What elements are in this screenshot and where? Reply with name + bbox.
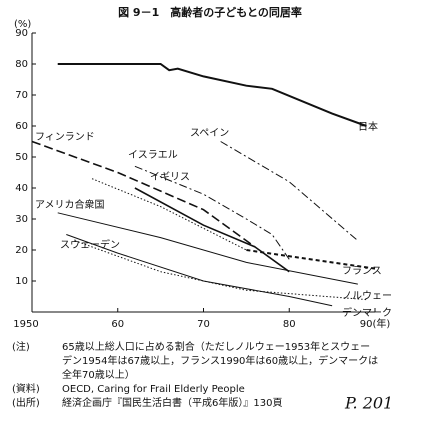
note-label: (出所) xyxy=(12,396,40,409)
x-tick-label: 70 xyxy=(197,319,210,330)
series-line xyxy=(57,212,358,285)
y-tick-label: 90 xyxy=(15,28,28,39)
series-label: スウェーデン xyxy=(60,238,120,251)
series-line xyxy=(66,234,333,307)
y-tick-label: 50 xyxy=(15,152,28,163)
y-tick-label: 20 xyxy=(15,245,28,256)
x-tick-label: 60 xyxy=(111,319,124,330)
note-label: (資料) xyxy=(12,382,40,395)
note-label: (注) xyxy=(12,340,30,353)
series-label: イギリス xyxy=(150,171,190,183)
y-tick-label: 60 xyxy=(15,121,28,132)
x-tick-label: 90(年) xyxy=(360,317,391,330)
note-text: 全年70歳以上） xyxy=(62,368,135,381)
series-label: 日本 xyxy=(358,120,378,133)
series-label: イスラエル xyxy=(128,149,178,161)
handwritten-note: P. 201 xyxy=(344,394,393,413)
series-line xyxy=(246,249,376,270)
y-tick-label: 30 xyxy=(15,214,28,225)
series-line xyxy=(91,178,247,251)
series-line xyxy=(134,165,290,260)
series-line xyxy=(31,140,256,248)
note-text: OECD, Caring for Frail Elderly People xyxy=(62,384,245,395)
y-tick-label: 70 xyxy=(15,90,28,101)
series-label: ノルウェー xyxy=(342,290,392,302)
note-text: 65歳以上総人口に占める割合（ただしノルウェー1953年とスウェー xyxy=(62,340,370,353)
series-label: フランス xyxy=(342,265,382,277)
note-text: 経済企画庁『国民生活白書（平成6年版）』130頁 xyxy=(62,396,282,409)
series-label: スペイン xyxy=(190,128,229,139)
series-line xyxy=(74,240,367,301)
y-axis-label: (%) xyxy=(14,19,31,30)
x-tick-label: 80 xyxy=(283,319,296,330)
chart-title: 図 9－1 高齢者の子どもとの同居率 xyxy=(118,5,302,19)
series-line xyxy=(220,141,359,242)
series-label: フィンランド xyxy=(35,131,95,143)
y-tick-label: 40 xyxy=(15,183,28,194)
series-label: アメリカ合衆国 xyxy=(35,198,105,211)
x-tick-label: 1950 xyxy=(13,319,38,330)
series-label: デンマーク xyxy=(342,306,392,319)
y-tick-label: 10 xyxy=(15,276,28,287)
y-tick-label: 80 xyxy=(15,59,28,70)
note-text: デン1954年は67歳以上，フランス1990年は60歳以上，デンマークは xyxy=(62,354,378,367)
series-line xyxy=(57,63,367,127)
series-line xyxy=(134,187,290,273)
